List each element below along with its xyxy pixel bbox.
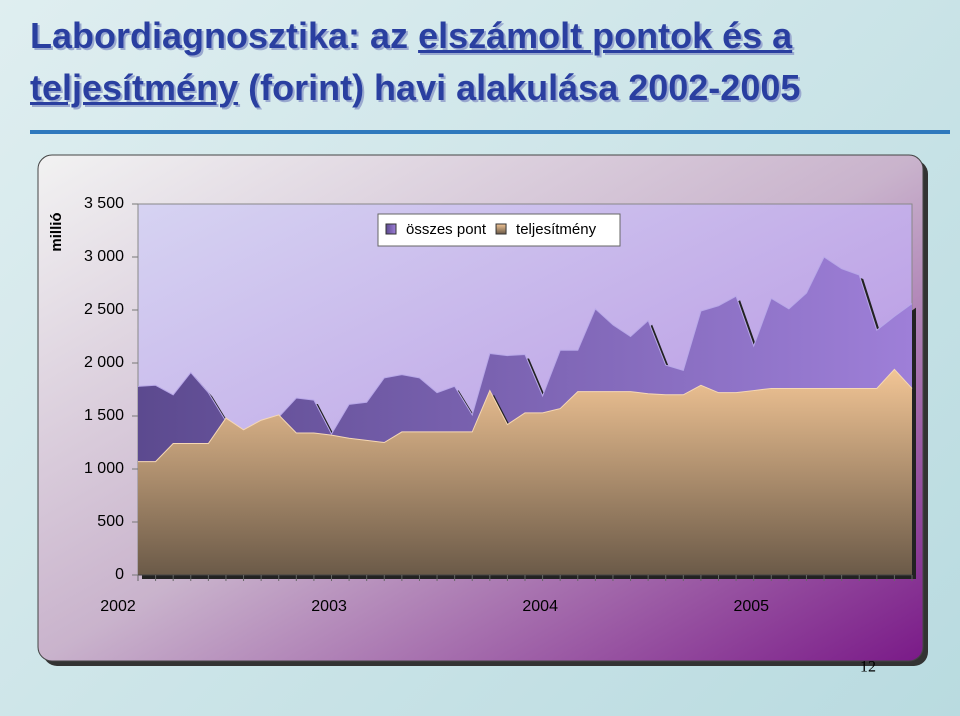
title-part: teljesítmény	[30, 67, 239, 108]
y-tick-label: 3 000	[84, 248, 124, 265]
x-tick-label: 2003	[311, 598, 347, 615]
y-tick-label: 1 500	[84, 407, 124, 424]
title-rule	[30, 130, 950, 134]
y-tick-label: 1 000	[84, 460, 124, 477]
y-tick-label: 2 500	[84, 301, 124, 318]
y-axis-label: millió	[48, 212, 65, 251]
x-tick-label: 2004	[522, 598, 558, 615]
y-tick-label: 0	[115, 566, 124, 583]
area	[138, 369, 912, 575]
legend-label: összes pont	[406, 221, 487, 238]
area-top	[138, 368, 913, 463]
title-part: Labordiagnosztika: az	[30, 15, 409, 56]
title: Labordiagnosztika: az elszámolt pontok é…	[30, 10, 950, 114]
x-tick-label: 2002	[100, 598, 136, 615]
x-tick-label: 2005	[733, 598, 769, 615]
legend: összes pont teljesítmény	[377, 213, 621, 247]
y-tick-label: 3 500	[84, 195, 124, 212]
title-part: (forint) havi alakulása 2002-2005	[248, 67, 801, 108]
legend-swatch	[385, 223, 397, 235]
legend-label: teljesítmény	[516, 221, 597, 238]
page-number: 12	[860, 659, 876, 676]
legend-swatch	[495, 223, 507, 235]
y-tick-label: 2 000	[84, 354, 124, 371]
y-tick-label: 500	[97, 513, 124, 530]
title-part: elszámolt pontok és a	[418, 15, 793, 56]
